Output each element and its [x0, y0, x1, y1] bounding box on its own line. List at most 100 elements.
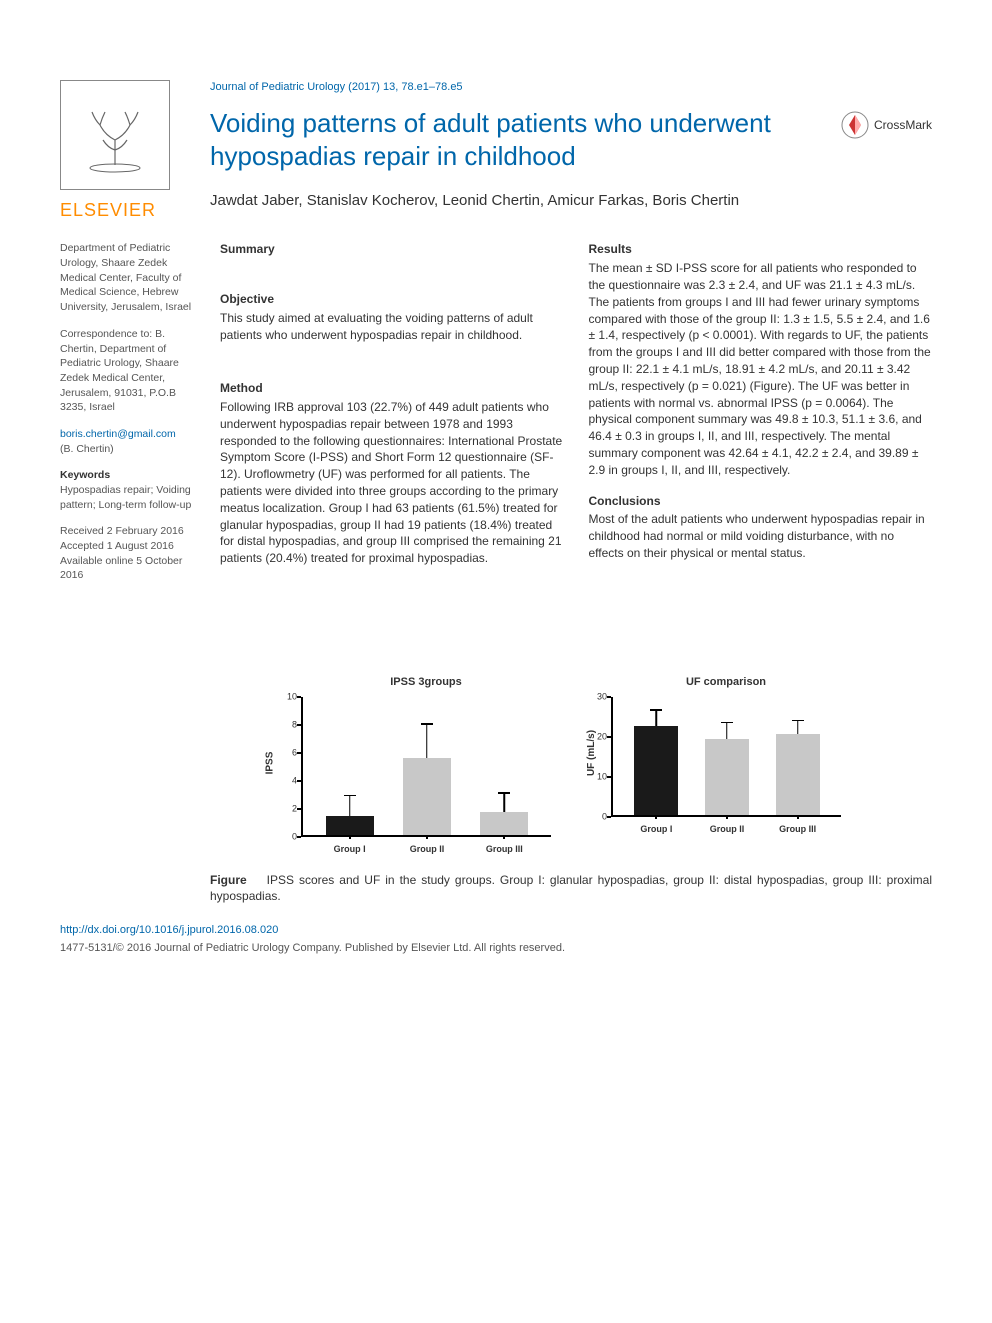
y-tick	[297, 836, 301, 838]
error-cap	[792, 720, 804, 722]
figure-caption-text: IPSS scores and UF in the study groups. …	[210, 873, 932, 904]
y-axis-label: IPSS	[263, 751, 277, 774]
bar-group: Group II	[403, 758, 451, 835]
article-title: Voiding patterns of adult patients who u…	[210, 107, 821, 172]
chart-area: IPSS0246810Group IGroup IIGroup III	[301, 697, 551, 837]
y-tick	[607, 736, 611, 738]
results-heading: Results	[589, 241, 933, 258]
journal-reference: Journal of Pediatric Urology (2017) 13, …	[210, 80, 932, 95]
bar-group: Group I	[326, 816, 374, 834]
correspondence: Correspondence to: B. Chertin, Departmen…	[60, 327, 200, 415]
content-columns: Department of Pediatric Urology, Shaare …	[60, 241, 932, 595]
y-tick	[607, 696, 611, 698]
x-tick-label: Group I	[334, 843, 366, 856]
bar	[326, 816, 374, 834]
error-cap	[721, 722, 733, 724]
x-tick	[503, 835, 505, 839]
email-name: (B. Chertin)	[60, 443, 114, 455]
figures-row: IPSS 3groupsIPSS0246810Group IGroup IIGr…	[210, 675, 932, 836]
summary-heading: Summary	[220, 241, 564, 258]
accepted-date: Accepted 1 August 2016	[60, 540, 174, 552]
bar-group: Group II	[705, 739, 749, 815]
x-tick	[655, 815, 657, 819]
y-tick-label: 0	[279, 830, 297, 843]
bar	[403, 758, 451, 835]
elsevier-tree-logo	[60, 80, 170, 190]
error-cap	[498, 792, 510, 794]
affiliation: Department of Pediatric Urology, Shaare …	[60, 241, 200, 314]
y-tick-label: 8	[279, 718, 297, 731]
bar	[776, 734, 820, 814]
y-tick	[297, 780, 301, 782]
y-tick	[297, 752, 301, 754]
title-row: Voiding patterns of adult patients who u…	[210, 107, 932, 190]
email-block: boris.chertin@gmail.com (B. Chertin)	[60, 427, 200, 456]
objective-text: This study aimed at evaluating the voidi…	[220, 310, 564, 344]
y-tick	[297, 696, 301, 698]
keywords: Hypospadias repair; Voiding pattern; Lon…	[60, 484, 191, 511]
method-heading: Method	[220, 380, 564, 397]
bar	[705, 739, 749, 815]
bar-group: Group III	[776, 734, 820, 814]
abstract-left-column: Summary Objective This study aimed at ev…	[220, 241, 564, 595]
error-bar	[797, 720, 799, 734]
y-tick	[297, 808, 301, 810]
bar	[634, 726, 678, 814]
uf-chart: UF comparisonUF (mL/s)0102030Group IGrou…	[611, 675, 841, 836]
y-tick-label: 20	[589, 730, 607, 743]
error-cap	[650, 709, 662, 711]
chart-area: UF (mL/s)0102030Group IGroup IIGroup III	[611, 697, 841, 817]
error-cap	[344, 795, 356, 797]
sidebar: Department of Pediatric Urology, Shaare …	[60, 241, 200, 595]
conclusions-text: Most of the adult patients who underwent…	[589, 511, 933, 561]
crossmark-badge[interactable]: CrossMark	[841, 111, 932, 139]
copyright: 1477-5131/© 2016 Journal of Pediatric Ur…	[60, 941, 932, 956]
bars: Group I Group II Group III	[613, 697, 841, 815]
page: ELSEVIER Journal of Pediatric Urology (2…	[0, 0, 992, 996]
bar-group: Group I	[634, 726, 678, 814]
abstract: Summary Objective This study aimed at ev…	[220, 241, 932, 595]
y-tick-label: 30	[589, 690, 607, 703]
error-bar	[504, 793, 506, 813]
y-tick	[297, 724, 301, 726]
publisher-column: ELSEVIER	[60, 80, 200, 223]
figure-label: Figure	[210, 873, 247, 887]
bar	[480, 812, 528, 834]
results-text: The mean ± SD I-PSS score for all patien…	[589, 260, 933, 478]
x-tick-label: Group II	[410, 843, 445, 856]
crossmark-label: CrossMark	[874, 117, 932, 134]
error-bar	[426, 724, 428, 758]
error-cap	[421, 723, 433, 725]
y-tick	[607, 816, 611, 818]
y-tick-label: 10	[279, 690, 297, 703]
chart-title: IPSS 3groups	[301, 675, 551, 690]
x-tick-label: Group III	[779, 823, 816, 836]
dates-block: Received 2 February 2016 Accepted 1 Augu…	[60, 524, 200, 583]
email-link[interactable]: boris.chertin@gmail.com	[60, 428, 176, 440]
footer: http://dx.doi.org/10.1016/j.jpurol.2016.…	[60, 923, 932, 956]
online-date: Available online 5 October 2016	[60, 555, 182, 582]
title-column: Journal of Pediatric Urology (2017) 13, …	[200, 80, 932, 231]
chart-title: UF comparison	[611, 675, 841, 690]
x-tick	[797, 815, 799, 819]
conclusions-heading: Conclusions	[589, 493, 933, 510]
tree-icon	[70, 90, 160, 180]
y-tick-label: 0	[589, 810, 607, 823]
keywords-heading: Keywords	[60, 469, 110, 481]
y-tick-label: 6	[279, 746, 297, 759]
received-date: Received 2 February 2016	[60, 525, 184, 537]
abstract-right-column: Results The mean ± SD I-PSS score for al…	[589, 241, 933, 595]
y-tick-label: 10	[589, 770, 607, 783]
keywords-block: Keywords Hypospadias repair; Voiding pat…	[60, 468, 200, 512]
x-tick-label: Group III	[486, 843, 523, 856]
objective-heading: Objective	[220, 291, 564, 308]
figure-caption: Figure IPSS scores and UF in the study g…	[210, 872, 932, 906]
bars: Group I Group II Group III	[303, 697, 551, 835]
x-tick	[349, 835, 351, 839]
x-tick	[426, 835, 428, 839]
y-tick-label: 2	[279, 802, 297, 815]
bar-group: Group III	[480, 812, 528, 834]
error-bar	[656, 710, 658, 726]
method-text: Following IRB approval 103 (22.7%) of 44…	[220, 399, 564, 567]
doi-link[interactable]: http://dx.doi.org/10.1016/j.jpurol.2016.…	[60, 923, 932, 938]
